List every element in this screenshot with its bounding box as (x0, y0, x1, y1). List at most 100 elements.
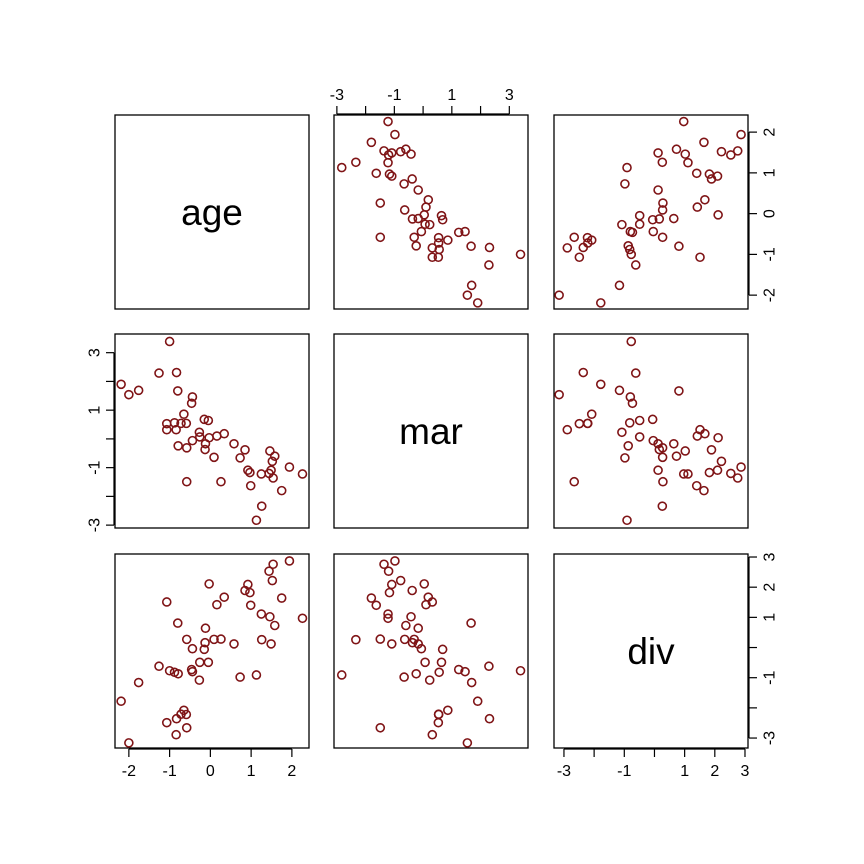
data-point-mar-vs-div (647, 414, 658, 425)
data-point-age-vs-div (736, 129, 746, 140)
data-point-age-vs-div (695, 252, 705, 263)
data-point-div-vs-mar (399, 634, 410, 645)
data-point-div-vs-age (256, 609, 267, 619)
data-point-div-vs-mar (462, 738, 473, 748)
tick-label-div: -1 (762, 670, 779, 684)
data-point-div-vs-mar (472, 696, 483, 707)
data-point-age-vs-div (726, 150, 736, 160)
data-point-div-vs-age (194, 675, 205, 685)
data-point-div-vs-age (181, 722, 192, 733)
data-point-div-vs-mar (484, 713, 495, 724)
data-point-age-vs-mar (407, 214, 418, 224)
data-point-age-vs-div (634, 219, 645, 230)
data-point-div-vs-age (164, 665, 175, 676)
data-point-div-vs-mar (420, 657, 430, 668)
data-point-age-vs-mar (472, 298, 483, 308)
data-point-age-vs-div (654, 214, 665, 224)
data-point-mar-vs-age (276, 485, 287, 496)
data-point-mar-vs-age (171, 367, 182, 378)
data-point-age-vs-div (713, 210, 723, 220)
data-point-age-vs-mar (424, 219, 435, 230)
tick-label-age: -1 (162, 763, 176, 780)
data-point-age-vs-mar (399, 205, 410, 215)
data-point-div-vs-age (209, 634, 219, 645)
tick-label-mar: 3 (505, 87, 514, 104)
data-point-age-vs-div (554, 290, 564, 300)
data-point-div-vs-age (181, 634, 192, 645)
data-point-mar-vs-age (209, 452, 219, 463)
data-point-mar-vs-age (219, 428, 230, 439)
data-point-age-vs-div (626, 249, 637, 260)
data-point-div-vs-age (181, 709, 192, 720)
data-point-age-vs-div (653, 185, 663, 195)
data-point-mar-vs-div (700, 428, 710, 439)
data-point-age-vs-mar (427, 243, 438, 253)
data-point-div-vs-mar (466, 618, 476, 628)
data-point-div-vs-age (245, 600, 256, 611)
data-point-mar-vs-div (680, 446, 691, 456)
data-point-age-vs-mar (336, 162, 347, 173)
data-point-age-vs-mar (466, 280, 477, 291)
data-point-age-vs-mar (407, 174, 417, 184)
data-point-mar-vs-div (586, 409, 597, 419)
data-point-age-vs-div (614, 280, 625, 291)
data-point-mar-vs-div (657, 501, 668, 511)
data-point-mar-vs-age (161, 424, 172, 435)
tick-label-div: 2 (710, 763, 719, 780)
data-point-div-vs-age (266, 639, 276, 649)
tick-label-div: 1 (680, 763, 689, 780)
data-point-age-vs-div (691, 168, 702, 179)
data-point-div-vs-age (186, 664, 197, 675)
data-point-mar-vs-age (173, 441, 183, 451)
data-point-age-vs-mar (460, 226, 470, 237)
diagonal-label-div: div (627, 631, 675, 672)
tick-label-div: 3 (762, 552, 779, 561)
data-point-div-vs-age (219, 592, 230, 602)
data-point-mar-vs-div (578, 367, 589, 378)
tick-label-mar: -3 (330, 87, 344, 104)
data-point-age-vs-mar (413, 185, 424, 195)
data-point-age-vs-mar (351, 157, 361, 168)
data-point-div-vs-mar (371, 600, 382, 611)
data-point-div-vs-age (216, 634, 226, 644)
data-point-mar-vs-age (203, 415, 214, 426)
data-point-age-vs-mar (411, 241, 421, 251)
data-point-div-vs-mar (411, 668, 421, 679)
data-point-div-vs-age (171, 713, 182, 724)
data-point-age-vs-mar (453, 227, 464, 238)
data-point-div-vs-mar (390, 556, 400, 566)
data-point-div-vs-age (173, 668, 183, 679)
data-point-mar-vs-age (181, 443, 192, 453)
data-point-div-vs-mar (413, 623, 424, 634)
data-point-age-vs-mar (466, 241, 476, 252)
data-point-age-vs-mar (399, 179, 409, 189)
data-point-mar-vs-age (194, 427, 205, 438)
tick-label-mar: 3 (87, 348, 104, 357)
data-point-div-vs-mar (395, 575, 406, 586)
data-point-mar-vs-age (267, 456, 278, 467)
tick-label-div: -1 (617, 763, 631, 780)
tick-label-age: 0 (762, 209, 779, 218)
panel-frame-div-mar (333, 553, 529, 749)
data-point-mar-vs-div (658, 476, 668, 487)
data-point-mar-vs-age (229, 438, 239, 449)
data-point-div-vs-mar (336, 670, 347, 680)
data-point-mar-vs-div (574, 418, 585, 429)
data-point-mar-vs-age (176, 418, 186, 429)
data-point-div-vs-mar (423, 592, 434, 602)
data-point-mar-vs-div (691, 480, 702, 491)
data-point-div-vs-age (154, 661, 164, 672)
data-point-mar-vs-div (624, 418, 635, 428)
data-point-mar-vs-age (187, 392, 198, 402)
data-point-mar-vs-age (284, 462, 295, 472)
data-point-age-vs-div (623, 241, 634, 251)
tick-label-mar: -1 (87, 460, 104, 474)
data-point-div-vs-age (256, 634, 267, 645)
data-point-div-vs-age (200, 623, 211, 634)
data-point-mar-vs-age (268, 473, 278, 483)
data-point-mar-vs-age (200, 444, 210, 455)
data-point-mar-vs-div (732, 473, 743, 483)
data-point-div-vs-mar (484, 661, 494, 672)
